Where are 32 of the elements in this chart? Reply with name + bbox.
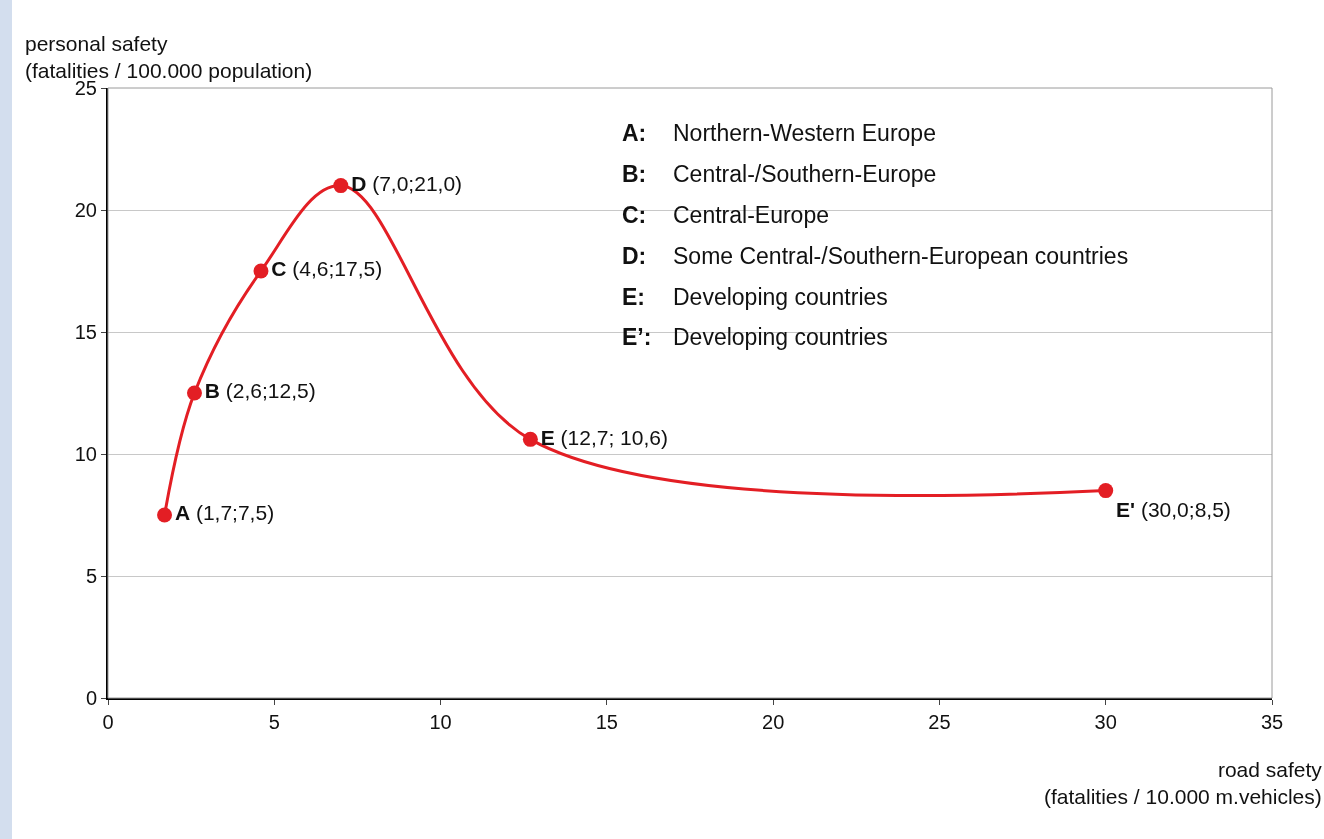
point	[253, 263, 269, 279]
text: B (2,6;12,5)	[204, 379, 316, 403]
annotation: C: Central-Europe	[622, 202, 829, 228]
point	[333, 178, 349, 194]
text: D (7,0;21,0)	[351, 171, 463, 195]
text: E (12,7; 10,6)	[540, 425, 668, 449]
x-tick-label: 0	[102, 711, 114, 733]
y-tick-label: 10	[74, 443, 97, 465]
y-tick-label: 5	[85, 565, 97, 587]
annotation: B: Central-/Southern-Europe	[622, 161, 937, 187]
annotation: D: Some Central-/Southern-European countries	[622, 243, 1129, 269]
x-tick-label: 15	[595, 711, 618, 733]
annotation: E’: Developing countries	[622, 324, 888, 350]
text: E: Developing countries	[622, 284, 888, 310]
text: A (1,7;7,5)	[174, 501, 275, 525]
x-tick-label: 25	[928, 711, 951, 733]
y-tick-label: 20	[74, 199, 97, 221]
x-tick-label: 10	[429, 711, 452, 733]
point	[1098, 483, 1114, 499]
y-tick-label: 15	[74, 321, 97, 343]
x-tick-label: 35	[1260, 711, 1284, 733]
x-tick-label: 5	[268, 711, 280, 733]
y-tick-label: 0	[85, 687, 97, 709]
text: C (4,6;17,5)	[271, 257, 383, 281]
annotation: A: Northern-Western Europe	[622, 120, 936, 146]
point	[186, 385, 202, 401]
x-axis-title: road safety (fatalities / 10.000 m.vehicles)	[1044, 758, 1323, 809]
x-tick-label: 20	[762, 711, 785, 733]
text: E' (30,0;8,5)	[1116, 497, 1231, 521]
point	[157, 507, 173, 523]
point	[522, 431, 538, 447]
x-tick-label: 30	[1094, 711, 1117, 733]
